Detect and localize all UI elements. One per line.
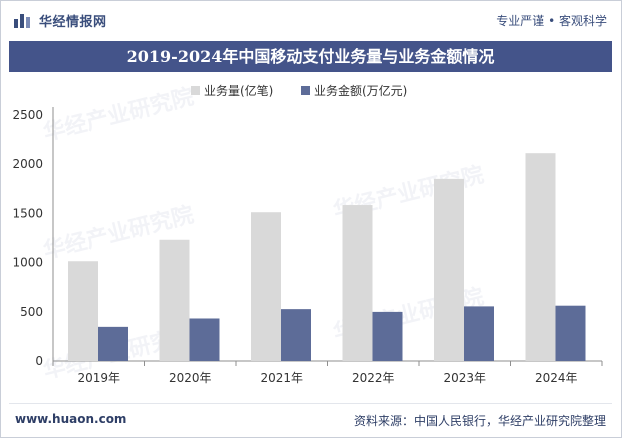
data-source: 资料来源：中国人民银行，华经产业研究院整理 bbox=[353, 414, 606, 428]
chart-plot: 0 500 1000 1500 2000 2500 2019年 2020年 2021年 2022年… bbox=[12, 83, 603, 385]
y-tick-label: 2000 bbox=[12, 157, 43, 171]
bar-chart-logo-icon bbox=[14, 14, 30, 28]
x-tick-label: 2023年 bbox=[443, 371, 486, 385]
bar-transaction-amount[interactable] bbox=[189, 318, 220, 361]
y-tick-label: 0 bbox=[35, 354, 43, 368]
bar-transaction-volume[interactable] bbox=[159, 239, 190, 361]
bar-transaction-amount[interactable] bbox=[372, 311, 403, 361]
x-tick-label: 2024年 bbox=[535, 371, 578, 385]
bar-transaction-volume[interactable] bbox=[342, 205, 373, 361]
x-tick-label: 2020年 bbox=[169, 371, 212, 385]
bar-transaction-volume[interactable] bbox=[251, 212, 281, 361]
top-bar: 华经情报网 专业严谨 • 客观科学 bbox=[1, 1, 621, 39]
brand-name: 华经情报网 bbox=[39, 14, 107, 30]
bar-transaction-amount[interactable] bbox=[98, 326, 128, 361]
y-tick-label: 1500 bbox=[12, 206, 43, 220]
x-tick-label: 2021年 bbox=[260, 371, 303, 385]
legend-swatch bbox=[301, 86, 310, 95]
brand[interactable]: 华经情报网 bbox=[13, 11, 107, 30]
x-tick-label: 2019年 bbox=[77, 371, 120, 385]
chart-title: 2019-2024年中国移动支付业务量与业务金额情况 bbox=[9, 41, 612, 72]
legend-label: 业务量(亿笔) bbox=[204, 83, 273, 98]
bar-transaction-amount[interactable] bbox=[464, 306, 494, 361]
footer: www.huaon.com 资料来源：中国人民银行，华经产业研究院整理 bbox=[9, 403, 612, 434]
y-tick-label: 1000 bbox=[12, 256, 43, 270]
slogan: 专业严谨 • 客观科学 bbox=[496, 14, 607, 28]
bar-transaction-volume[interactable] bbox=[68, 261, 98, 361]
legend-label: 业务金额(万亿元) bbox=[314, 83, 407, 98]
x-tick-label: 2022年 bbox=[352, 371, 395, 385]
y-tick-label: 2500 bbox=[12, 108, 43, 122]
bar-transaction-volume[interactable] bbox=[434, 178, 464, 361]
bar-transaction-volume[interactable] bbox=[525, 153, 556, 361]
legend-swatch bbox=[191, 86, 200, 95]
bar-transaction-amount[interactable] bbox=[555, 305, 586, 361]
y-tick-label: 500 bbox=[20, 305, 43, 319]
bar-transaction-amount[interactable] bbox=[281, 309, 311, 361]
website-link[interactable]: www.huaon.com bbox=[15, 412, 127, 426]
